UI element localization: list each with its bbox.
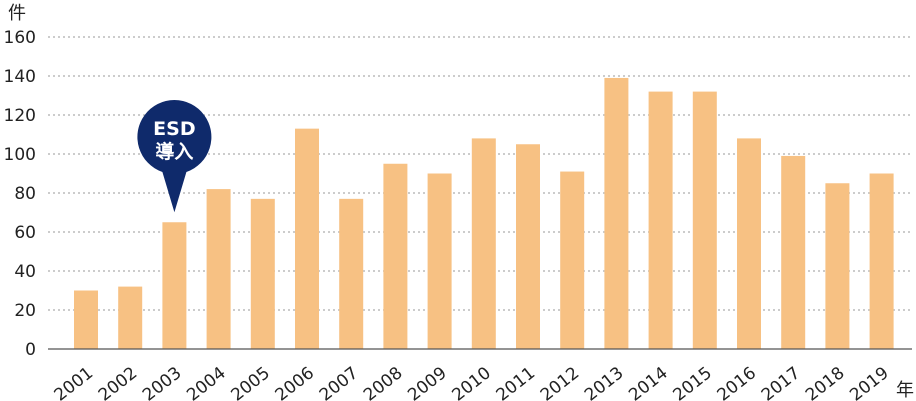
bars: [74, 77, 894, 349]
x-tick-label: 2017: [758, 363, 804, 401]
bar-2011: [516, 144, 540, 349]
x-tick-label: 2004: [183, 363, 229, 401]
x-tick-label: 2001: [51, 363, 97, 401]
bar-2009: [427, 173, 452, 349]
bar-2008: [383, 163, 408, 349]
bar-2015: [692, 91, 717, 349]
x-tick-label: 2008: [360, 363, 406, 401]
x-tick-label: 2016: [714, 363, 760, 401]
x-axis-unit-label: 年: [896, 380, 914, 401]
x-tick-label: 2005: [227, 363, 273, 401]
y-axis-unit-label: 件: [8, 3, 26, 24]
x-tick-label: 2014: [625, 363, 671, 401]
x-tick-label: 2010: [448, 363, 494, 401]
bar-2007: [339, 198, 364, 349]
bar-2014: [648, 91, 673, 349]
y-tick-label: 20: [14, 301, 36, 321]
x-tick-label: 2019: [846, 363, 892, 401]
x-tick-label: 2013: [581, 363, 627, 401]
esd-callout: ESD 導入: [137, 100, 212, 213]
x-tick-label: 2011: [493, 363, 539, 401]
bar-2019: [869, 173, 894, 349]
bar-2003: [162, 222, 187, 349]
y-tick-label: 100: [4, 145, 36, 165]
y-tick-label: 40: [14, 262, 36, 282]
y-tick-label: 140: [4, 67, 36, 87]
x-tick-label: 2012: [537, 363, 583, 401]
callout-text-line2: 導入: [155, 140, 193, 163]
y-tick-label: 120: [4, 106, 36, 126]
y-tick-label: 0: [25, 340, 36, 360]
bar-2006: [295, 128, 319, 349]
bar-2017: [781, 155, 806, 349]
bar-2016: [737, 138, 761, 349]
bar-2018: [825, 183, 850, 349]
bar-2005: [250, 198, 275, 349]
x-tick-label: 2002: [95, 363, 141, 401]
bar-2004: [206, 189, 231, 349]
x-tick-label: 2018: [802, 363, 848, 401]
x-tick-label: 2003: [139, 363, 185, 401]
bar-2001: [74, 290, 98, 349]
bar-2013: [604, 77, 629, 349]
x-tick-label: 2006: [272, 363, 318, 401]
y-tick-label: 160: [4, 28, 36, 48]
bar-2010: [471, 138, 496, 349]
y-tick-label: 60: [14, 223, 36, 243]
x-tick-label: 2015: [669, 363, 715, 401]
callout-bubble: [137, 100, 212, 213]
bar-2002: [118, 286, 143, 349]
callout-text-line1: ESD: [153, 118, 195, 140]
x-tick-label: 2009: [404, 363, 450, 401]
y-tick-label: 80: [14, 184, 36, 204]
bar-2012: [560, 171, 585, 349]
x-tick-label: 2007: [316, 363, 362, 401]
